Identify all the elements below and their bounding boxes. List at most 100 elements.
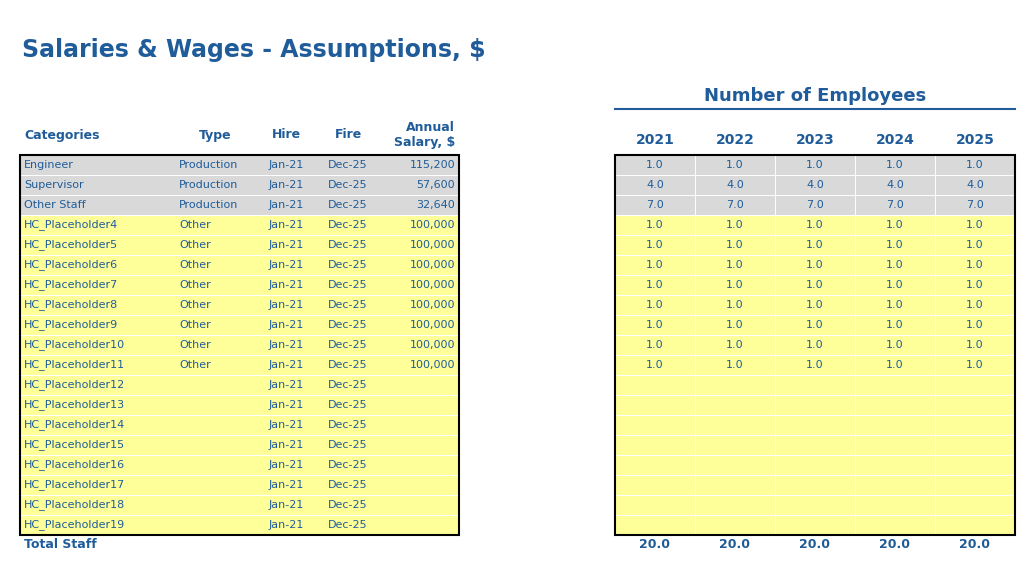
Text: 1.0: 1.0 <box>806 240 824 250</box>
Text: 1.0: 1.0 <box>967 160 984 170</box>
Text: 1.0: 1.0 <box>886 360 904 370</box>
Text: HC_Placeholder16: HC_Placeholder16 <box>24 459 125 470</box>
Text: 100,000: 100,000 <box>410 320 455 330</box>
Text: 20.0: 20.0 <box>880 538 910 552</box>
Text: 1.0: 1.0 <box>806 220 824 230</box>
Text: 1.0: 1.0 <box>726 260 743 270</box>
Text: 32,640: 32,640 <box>416 200 455 210</box>
Text: 1.0: 1.0 <box>967 220 984 230</box>
Bar <box>615 155 1015 175</box>
Text: 1.0: 1.0 <box>726 300 743 310</box>
Text: 100,000: 100,000 <box>410 260 455 270</box>
Text: Dec-25: Dec-25 <box>328 180 368 190</box>
Bar <box>20 395 459 415</box>
Text: 2021: 2021 <box>636 133 675 147</box>
Text: 100,000: 100,000 <box>410 340 455 350</box>
Bar <box>20 355 459 375</box>
Bar <box>20 335 459 355</box>
Bar <box>20 315 459 335</box>
Text: Fire: Fire <box>335 129 361 141</box>
Bar <box>615 255 1015 275</box>
Text: 100,000: 100,000 <box>410 300 455 310</box>
Text: Other: Other <box>179 220 211 230</box>
Text: 1.0: 1.0 <box>967 240 984 250</box>
Bar <box>615 515 1015 535</box>
Text: 1.0: 1.0 <box>806 340 824 350</box>
Bar <box>20 455 459 475</box>
Text: Other: Other <box>179 340 211 350</box>
Bar <box>615 275 1015 295</box>
Text: Jan-21: Jan-21 <box>268 200 304 210</box>
Bar <box>20 215 459 235</box>
Text: 100,000: 100,000 <box>410 360 455 370</box>
Text: Jan-21: Jan-21 <box>268 480 304 490</box>
Text: 1.0: 1.0 <box>967 360 984 370</box>
Text: 1.0: 1.0 <box>726 280 743 290</box>
Text: 20.0: 20.0 <box>800 538 830 552</box>
Bar <box>615 435 1015 455</box>
Text: Other: Other <box>179 360 211 370</box>
Text: 1.0: 1.0 <box>806 160 824 170</box>
Text: Salaries & Wages - Assumptions, $: Salaries & Wages - Assumptions, $ <box>22 38 485 62</box>
Bar <box>615 315 1015 335</box>
Text: Dec-25: Dec-25 <box>328 340 368 350</box>
Text: HC_Placeholder15: HC_Placeholder15 <box>24 440 125 451</box>
Text: 1.0: 1.0 <box>967 260 984 270</box>
Text: HC_Placeholder9: HC_Placeholder9 <box>24 320 118 331</box>
Text: Other: Other <box>179 300 211 310</box>
Bar <box>615 375 1015 395</box>
Bar <box>615 155 1015 535</box>
Text: 7.0: 7.0 <box>886 200 904 210</box>
Text: 1.0: 1.0 <box>646 160 664 170</box>
Text: Jan-21: Jan-21 <box>268 180 304 190</box>
Text: 1.0: 1.0 <box>967 300 984 310</box>
Text: 1.0: 1.0 <box>886 320 904 330</box>
Text: Other: Other <box>179 260 211 270</box>
Text: Dec-25: Dec-25 <box>328 280 368 290</box>
Bar <box>615 395 1015 415</box>
Text: HC_Placeholder18: HC_Placeholder18 <box>24 500 125 511</box>
Text: HC_Placeholder8: HC_Placeholder8 <box>24 299 118 310</box>
Text: HC_Placeholder17: HC_Placeholder17 <box>24 479 125 490</box>
Text: HC_Placeholder4: HC_Placeholder4 <box>24 219 118 230</box>
Bar <box>615 215 1015 235</box>
Text: Dec-25: Dec-25 <box>328 460 368 470</box>
Text: 7.0: 7.0 <box>726 200 743 210</box>
Text: Dec-25: Dec-25 <box>328 400 368 410</box>
Text: 1.0: 1.0 <box>806 360 824 370</box>
Text: Jan-21: Jan-21 <box>268 400 304 410</box>
Text: Annual
Salary, $: Annual Salary, $ <box>394 121 455 149</box>
Bar <box>20 375 459 395</box>
Text: Jan-21: Jan-21 <box>268 420 304 430</box>
Bar <box>615 355 1015 375</box>
Text: 100,000: 100,000 <box>410 220 455 230</box>
Text: HC_Placeholder12: HC_Placeholder12 <box>24 380 125 391</box>
Text: Jan-21: Jan-21 <box>268 240 304 250</box>
Text: Production: Production <box>179 160 239 170</box>
Text: Jan-21: Jan-21 <box>268 160 304 170</box>
Bar <box>20 155 459 535</box>
Text: 1.0: 1.0 <box>646 260 664 270</box>
Text: Jan-21: Jan-21 <box>268 320 304 330</box>
Text: Engineer: Engineer <box>24 160 74 170</box>
Text: 1.0: 1.0 <box>967 280 984 290</box>
Text: 1.0: 1.0 <box>886 160 904 170</box>
Text: Type: Type <box>199 129 231 141</box>
Text: 4.0: 4.0 <box>966 180 984 190</box>
Bar <box>20 155 459 175</box>
Text: 1.0: 1.0 <box>886 260 904 270</box>
Text: 1.0: 1.0 <box>806 300 824 310</box>
Text: 57,600: 57,600 <box>417 180 455 190</box>
Text: Dec-25: Dec-25 <box>328 300 368 310</box>
Text: 1.0: 1.0 <box>646 340 664 350</box>
Text: Dec-25: Dec-25 <box>328 380 368 390</box>
Text: HC_Placeholder5: HC_Placeholder5 <box>24 239 118 250</box>
Text: HC_Placeholder14: HC_Placeholder14 <box>24 419 125 430</box>
Text: 1.0: 1.0 <box>646 320 664 330</box>
Bar <box>615 335 1015 355</box>
Text: 2025: 2025 <box>955 133 994 147</box>
Text: Jan-21: Jan-21 <box>268 380 304 390</box>
Text: Jan-21: Jan-21 <box>268 520 304 530</box>
Bar <box>20 295 459 315</box>
Text: 1.0: 1.0 <box>967 340 984 350</box>
